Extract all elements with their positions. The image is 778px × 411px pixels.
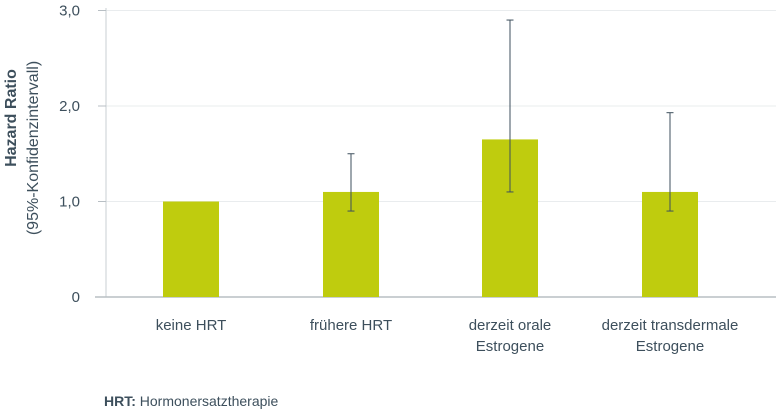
y-axis-title: Hazard Ratio (95%-Konfidenzintervall) [3,61,42,235]
bars [163,139,698,297]
y-tick-label: 2,0 [59,98,80,115]
y-tick-label: 0 [72,289,80,306]
y-axis-label: Hazard Ratio [3,69,20,167]
footnote: HRT: Hormonersatztherapie [104,393,278,409]
y-tick-label: 1,0 [59,194,80,211]
error-bars [347,19,674,212]
footnote-text: Hormonersatztherapie [135,393,279,409]
footnote-abbreviation: HRT: [104,393,136,409]
category-label: keine HRT [156,317,227,334]
y-axis-sublabel: (95%-Konfidenzintervall) [25,61,42,235]
error-bar [666,112,674,212]
y-tick-labels: 0 1,0 2,0 3,0 [59,3,106,306]
category-label: derzeit orale Estrogene [469,317,552,355]
gridlines [106,10,776,202]
y-tick-label: 3,0 [59,3,80,20]
error-bar [506,19,514,193]
category-labels: keine HRT frühere HRT derzeit orale Estroge… [156,317,739,355]
category-label: derzeit transdermale Estrogene [602,317,739,355]
category-label: frühere HRT [310,317,392,334]
bar [163,201,219,297]
error-bar [347,153,355,212]
